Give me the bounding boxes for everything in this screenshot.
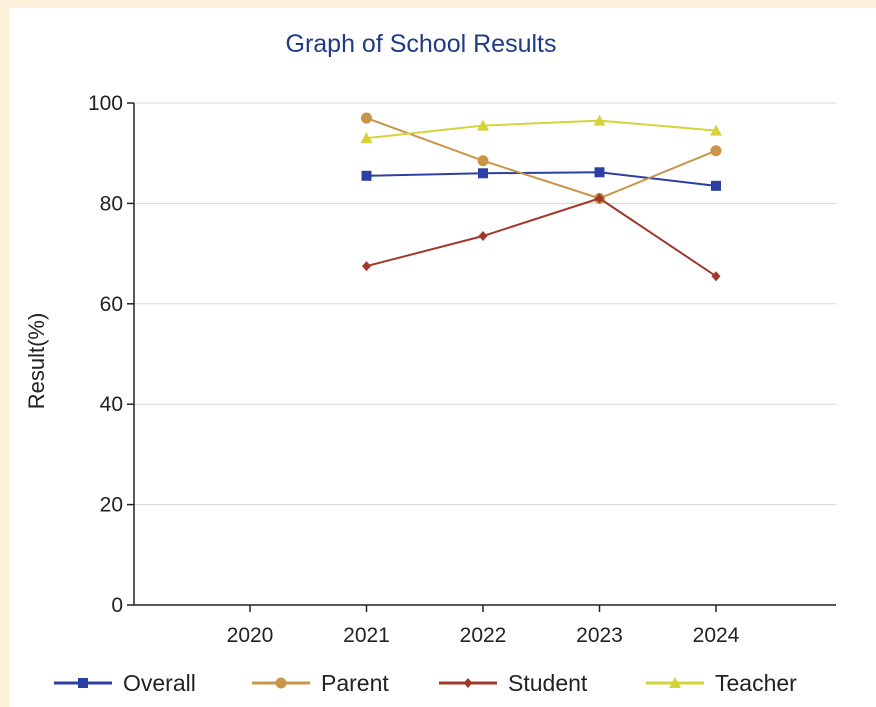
legend-swatch-marker [669, 677, 681, 688]
data-point [594, 167, 605, 178]
data-point [593, 114, 606, 126]
series-line [366, 171, 717, 187]
legend-swatch-marker [275, 677, 287, 689]
data-point [595, 193, 604, 204]
y-tick-label: 100 [88, 92, 123, 115]
data-point [711, 180, 721, 191]
series-line [366, 117, 717, 200]
y-tick-label: 0 [111, 594, 123, 617]
x-tick-label: 2020 [227, 624, 274, 647]
y-tick-label: 80 [100, 192, 123, 215]
legend-swatch-marker [463, 678, 473, 688]
x-axis-ticks: 2020 2021 2022 2023 2024 [227, 605, 740, 647]
legend-item-overall: Overall [54, 670, 196, 696]
legend: Overall Parent Student Teacher [54, 670, 797, 696]
y-tick-label: 20 [100, 494, 123, 517]
legend-item-parent: Parent [252, 670, 389, 696]
data-point [360, 132, 373, 144]
data-point [478, 231, 488, 242]
legend-label: Overall [123, 670, 196, 696]
data-point [361, 112, 372, 124]
data-point [477, 155, 489, 167]
series-overall [361, 167, 721, 191]
x-tick-label: 2024 [693, 624, 740, 647]
x-tick-label: 2022 [460, 624, 507, 647]
data-point [710, 145, 722, 157]
data-point [477, 119, 489, 131]
data-point [361, 170, 372, 181]
y-axis-label: Result(%) [24, 313, 49, 410]
gridlines [134, 102, 836, 506]
chart-panel: Graph of School Results 0 20 40 60 80 100 202… [9, 8, 876, 707]
axes [133, 103, 836, 606]
series-line [366, 119, 717, 140]
y-tick-label: 40 [100, 393, 123, 416]
series-line [366, 197, 717, 278]
data-point [362, 261, 371, 272]
data-point [711, 271, 721, 282]
y-axis-ticks: 0 20 40 60 80 100 [88, 92, 134, 617]
x-tick-label: 2021 [343, 624, 390, 647]
chart-title: Graph of School Results [286, 30, 557, 58]
data-point [710, 124, 722, 136]
data-point [478, 168, 488, 179]
series-teacher [360, 114, 722, 144]
legend-label: Parent [321, 670, 389, 696]
legend-label: Teacher [715, 670, 797, 696]
series-student [362, 193, 721, 282]
legend-item-student: Student [439, 670, 588, 696]
y-tick-label: 60 [100, 293, 123, 316]
legend-item-teacher: Teacher [646, 670, 797, 696]
line-chart: Graph of School Results 0 20 40 60 80 100 202… [24, 30, 836, 696]
x-tick-label: 2023 [576, 624, 623, 647]
data-series [360, 112, 722, 282]
legend-label: Student [508, 670, 588, 696]
legend-swatch-marker [78, 678, 88, 688]
